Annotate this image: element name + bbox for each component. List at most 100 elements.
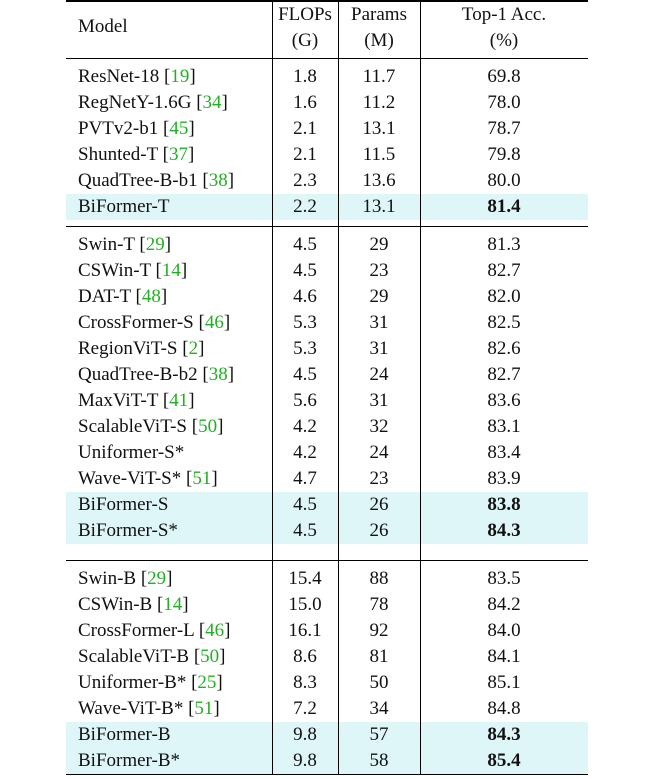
flops-value: 4.5 [293, 494, 317, 515]
flops-value: 4.5 [293, 520, 317, 541]
table-row: QuadTree-B-b2 [38] 4.5 24 82.7 [66, 362, 588, 388]
params-value: 11.7 [362, 66, 396, 87]
citation-link[interactable]: 29 [145, 234, 165, 255]
model-label: CrossFormer-S [78, 312, 199, 333]
table-row: CrossFormer-L [46] 16.1 92 84.0 [66, 618, 588, 644]
table-row-highlighted: BiFormer-S 4.5 26 83.8 [66, 492, 588, 518]
accuracy-value: 82.7 [487, 364, 521, 385]
ref-bracket: ] [182, 594, 189, 615]
model-label: BiFormer-B* [78, 750, 181, 771]
header-params: Params [351, 4, 407, 25]
params-value: 11.2 [362, 92, 396, 113]
accuracy-value: 69.8 [487, 66, 521, 87]
citation-link[interactable]: 51 [194, 698, 214, 719]
citation-link[interactable]: 41 [169, 390, 189, 411]
citation-link[interactable]: 48 [141, 286, 161, 307]
model-label: QuadTree-B-b1 [78, 170, 203, 191]
ref-bracket: [ [188, 698, 195, 719]
table-row: Wave-ViT-S* [51] 4.7 23 83.9 [66, 466, 588, 492]
flops-value: 4.5 [293, 364, 317, 385]
ref-bracket: [ [140, 568, 148, 589]
params-value: 24 [369, 442, 389, 463]
flops-value: 2.2 [293, 196, 317, 217]
ref-bracket: [ [198, 620, 206, 641]
params-value: 13.6 [362, 170, 396, 191]
params-value: 81 [369, 646, 389, 667]
model-label: Shunted-T [78, 144, 163, 165]
ref-bracket: ] [164, 234, 172, 255]
ref-bracket: [ [162, 118, 170, 139]
flops-value: 1.6 [293, 92, 317, 113]
ref-bracket: [ [182, 338, 189, 359]
params-value: 57 [369, 724, 389, 745]
flops-value: 8.3 [293, 672, 317, 693]
ref-bracket: [ [162, 144, 169, 165]
citation-link[interactable]: 34 [202, 92, 222, 113]
params-value: 23 [369, 260, 389, 281]
model-name: BiFormer-S [78, 492, 168, 518]
flops-value: 5.3 [293, 338, 317, 359]
model-name: RegNetY-1.6G [34] [78, 90, 228, 116]
ref-bracket: [ [139, 234, 146, 255]
citation-link[interactable]: 19 [170, 66, 190, 87]
group-separator [66, 226, 588, 227]
citation-link[interactable]: 46 [205, 620, 225, 641]
comparison-table: Model FLOPs (G) Params (M) Top-1 Acc. (%… [66, 0, 588, 775]
flops-value: 4.5 [293, 260, 317, 281]
citation-link[interactable]: 37 [168, 144, 188, 165]
params-value: 88 [369, 568, 389, 589]
params-value: 26 [369, 520, 389, 541]
params-value: 29 [369, 286, 389, 307]
citation-link[interactable]: 50 [200, 646, 220, 667]
citation-link[interactable]: 51 [192, 468, 212, 489]
header-flops: FLOPs [278, 4, 332, 25]
accuracy-value: 85.4 [487, 750, 521, 771]
ref-bracket: ] [166, 568, 173, 589]
ref-bracket: [ [135, 286, 142, 307]
table-row: Shunted-T [37] 2.1 11.5 79.8 [66, 142, 588, 168]
citation-link[interactable]: 2 [188, 338, 199, 359]
citation-link[interactable]: 38 [208, 170, 228, 191]
model-name: BiFormer-B [78, 722, 171, 748]
model-name: BiFormer-B* [78, 748, 180, 774]
accuracy-value: 82.6 [487, 338, 521, 359]
citation-link[interactable]: 50 [198, 416, 218, 437]
accuracy-value: 80.0 [487, 170, 521, 191]
accuracy-value: 81.3 [487, 234, 521, 255]
table-row: QuadTree-B-b1 [38] 2.3 13.6 80.0 [66, 168, 588, 194]
model-name: BiFormer-T [78, 194, 169, 220]
model-name: ScalableViT-B [50] [78, 644, 225, 670]
model-label: CSWin-B [78, 594, 157, 615]
ref-bracket: ] [227, 364, 235, 385]
table-row-highlighted: BiFormer-T 2.2 13.1 81.4 [66, 194, 588, 220]
citation-link[interactable]: 29 [147, 568, 167, 589]
params-value: 31 [369, 390, 389, 411]
citation-link[interactable]: 45 [169, 118, 189, 139]
model-label: ScalableViT-S [78, 416, 192, 437]
table-row: CSWin-B [14] 15.0 78 84.2 [66, 592, 588, 618]
table-row-highlighted: BiFormer-S* 4.5 26 84.3 [66, 518, 588, 544]
table-row: ScalableViT-B [50] 8.6 81 84.1 [66, 644, 588, 670]
table-row: MaxViT-T [41] 5.6 31 83.6 [66, 388, 588, 414]
ref-bracket: ] [198, 338, 205, 359]
model-name: QuadTree-B-b2 [38] [78, 362, 234, 388]
accuracy-value: 84.3 [487, 520, 521, 541]
table-row: Uniformer-S* 4.2 24 83.4 [66, 440, 588, 466]
params-value: 24 [369, 364, 389, 385]
model-label: Wave-ViT-B* [78, 698, 189, 719]
ref-bracket: ] [189, 66, 196, 87]
flops-value: 2.3 [293, 170, 317, 191]
accuracy-value: 79.8 [487, 144, 521, 165]
citation-link[interactable]: 25 [197, 672, 217, 693]
table-row: CSWin-T [14] 4.5 23 82.7 [66, 258, 588, 284]
table-row-highlighted: BiFormer-B* 9.8 58 85.4 [66, 748, 588, 774]
citation-link[interactable]: 38 [208, 364, 228, 385]
ref-bracket: [ [164, 66, 171, 87]
model-name: BiFormer-S* [78, 518, 178, 544]
model-name: CrossFormer-L [46] [78, 618, 230, 644]
ref-bracket: ] [211, 468, 218, 489]
params-value: 13.1 [362, 118, 396, 139]
citation-link[interactable]: 14 [161, 260, 181, 281]
citation-link[interactable]: 46 [204, 312, 224, 333]
citation-link[interactable]: 14 [163, 594, 183, 615]
